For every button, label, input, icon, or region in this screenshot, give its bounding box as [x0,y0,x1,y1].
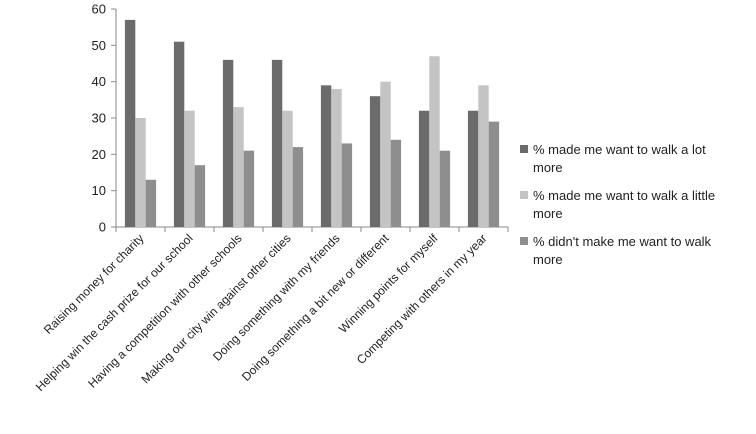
y-tick-label: 40 [92,74,106,89]
bar-series-2 [184,110,195,227]
legend-label-line: % made me want to walk a lot [533,142,706,157]
legend-swatch-series-2 [520,191,528,199]
bar-series-3 [243,150,255,227]
bar-series-3 [341,143,353,227]
bar-series-2 [233,107,244,227]
y-tick-label: 10 [92,183,106,198]
bar-series-2 [380,81,391,228]
bar-series-1 [418,110,430,227]
legend-label-line: % made me want to walk a little [533,188,715,203]
legend-label-series-1: % made me want to walk a lot more [533,142,706,175]
category-label: Winning points for myself [336,231,441,336]
legend-label-line: more [533,160,563,175]
legend-label-line: more [533,252,563,267]
bar-series-1 [271,59,283,227]
y-tick-label: 60 [92,2,106,17]
bar-series-3 [390,139,402,227]
bar-series-3 [145,179,157,227]
chart-bars [124,19,500,228]
bar-series-1 [369,96,381,227]
y-tick-label: 50 [92,38,106,53]
bar-series-1 [124,19,136,228]
legend-label-line: % didn't make me want to walk [533,234,712,249]
bar-series-2 [429,56,440,227]
bar-series-2 [282,110,293,227]
bar-series-3 [488,121,500,227]
legend-label-series-2: % made me want to walk a little more [533,188,715,221]
bar-series-3 [292,147,304,227]
bar-series-3 [439,150,451,227]
category-label: Raising money for charity [41,231,147,337]
legend-label-line: more [533,206,563,221]
bar-series-1 [320,85,332,227]
legend-swatch-series-1 [520,145,528,153]
bar-series-2 [135,118,146,227]
y-tick-label: 20 [92,147,106,162]
bar-series-2 [478,85,489,227]
y-tick-label: 0 [99,220,106,235]
bar-series-1 [173,41,185,228]
legend-swatch-series-3 [520,237,528,245]
bar-series-3 [194,165,206,227]
y-tick-label: 30 [92,111,106,126]
chart-legend: % made me want to walk a lot more% made m… [520,142,715,267]
bar-series-1 [467,110,479,227]
bar-series-2 [331,88,342,227]
bar-series-1 [222,59,234,227]
legend-label-series-3: % didn't make me want to walk more [533,234,712,267]
